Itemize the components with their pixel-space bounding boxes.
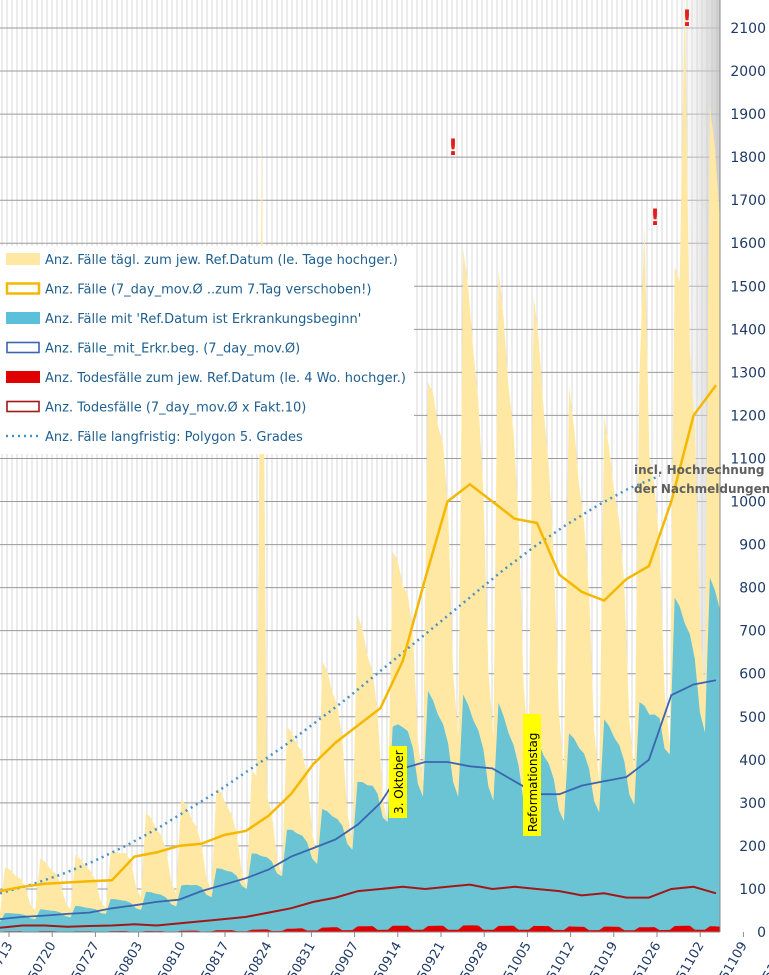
x-tick-label: 251116 [756, 940, 769, 975]
y-tick-label: 600 [739, 667, 766, 683]
legend-label: Anz. Todesfälle zum jew. Ref.Datum (le. … [45, 371, 406, 386]
trend-polynomial-line [0, 474, 661, 895]
projection-note-line1: incl. Hochrechnung [634, 463, 765, 477]
y-tick-label: 300 [739, 796, 766, 812]
legend-item-deaths: Anz. Todesfälle zum jew. Ref.Datum (le. … [6, 371, 406, 386]
y-tick-label: 0 [757, 925, 766, 941]
x-tick-label: 250921 [411, 940, 449, 975]
legend-item-onset_cases: Anz. Fälle mit 'Ref.Datum ist Erkrankung… [6, 312, 361, 327]
y-tick-label: 1700 [730, 193, 766, 209]
x-tick-label: 250810 [151, 940, 189, 975]
legend-item-onset_7d: Anz. Fälle_mit_Erkr.beg. (7_day_mov.Ø) [6, 341, 300, 357]
deaths-7day-line [0, 883, 717, 929]
legend-label: Anz. Fälle_mit_Erkr.beg. (7_day_mov.Ø) [45, 342, 300, 357]
cases-7day-line [0, 384, 718, 893]
x-tick-label: 250831 [281, 940, 319, 975]
x-axis: 250713 250720 250727 250803 250810 250817 2508… [0, 932, 769, 975]
x-tick-label: 251012 [540, 940, 578, 975]
legend-label: Anz. Fälle mit 'Ref.Datum ist Erkrankung… [45, 312, 361, 327]
legend-item-cases_7d: Anz. Fälle (7_day_mov.Ø ..zum 7.Tag vers… [5, 282, 371, 298]
x-tick-label: 251026 [627, 940, 665, 975]
y-tick-label: 2100 [730, 21, 766, 37]
exclamation-mark-3: ! [682, 7, 692, 32]
x-tick-label: 251102 [670, 940, 708, 975]
x-tick-label: 251109 [713, 940, 751, 975]
daily-cases-area [0, 0, 720, 932]
x-tick-label: 250914 [367, 940, 405, 975]
onset-cases-area [0, 577, 720, 932]
annotation-oct3: 3. Oktober [389, 746, 407, 818]
legend-item-deaths_7d: Anz. Todesfälle (7_day_mov.Ø x Fakt.10) [6, 400, 306, 416]
y-tick-label: 1400 [730, 322, 766, 338]
legend-swatch [6, 371, 40, 383]
y-tick-label: 1000 [730, 495, 766, 511]
y-tick-label: 500 [739, 710, 766, 726]
y-tick-label: 1500 [730, 279, 766, 295]
annotation-reformationstag: Reformationstag [523, 714, 541, 836]
x-tick-label: 250713 [0, 940, 16, 975]
y-tick-label: 400 [739, 753, 766, 769]
y-tick-label: 1200 [730, 408, 766, 424]
y-tick-label: 1600 [730, 236, 766, 252]
x-tick-label: 250727 [65, 940, 103, 975]
legend-label: Anz. Fälle tägl. zum jew. Ref.Datum (le.… [45, 253, 398, 268]
y-tick-label: 1900 [730, 107, 766, 123]
legend-swatch [6, 253, 40, 265]
y-tick-label: 900 [739, 538, 766, 554]
x-tick-label: 250817 [195, 940, 233, 975]
annotation-reformationstag-label: Reformationstag [526, 733, 540, 832]
legend-box [0, 246, 414, 454]
x-tick-label: 250928 [454, 940, 492, 975]
y-tick-label: 800 [739, 581, 766, 597]
legend-item-trend: Anz. Fälle langfristig: Polygon 5. Grade… [6, 430, 303, 445]
x-tick-label: 251005 [497, 940, 535, 975]
y-tick-label: 700 [739, 624, 766, 640]
x-tick-label: 250720 [22, 940, 60, 975]
legend-swatch [6, 400, 40, 413]
y-tick-label: 1300 [730, 365, 766, 381]
legend-label: Anz. Todesfälle (7_day_mov.Ø x Fakt.10) [45, 401, 306, 416]
legend-item-daily_cases: Anz. Fälle tägl. zum jew. Ref.Datum (le.… [6, 253, 398, 268]
x-tick-label: 251019 [583, 940, 621, 975]
y-axis: 0 100 200 300 400 500 600 700 800 900 1000 1100 1200… [730, 21, 766, 941]
legend-swatch [6, 341, 40, 354]
deaths-area [0, 925, 720, 932]
legend-label: Anz. Fälle langfristig: Polygon 5. Grade… [45, 430, 303, 445]
legend-swatch [6, 312, 40, 324]
legend-swatch [5, 282, 41, 295]
onset-7day-line [0, 679, 717, 920]
projection-note-line2: der Nachmeldungen [634, 482, 769, 496]
exclamation-mark-1: ! [448, 136, 458, 161]
y-tick-label: 1100 [730, 451, 766, 467]
y-tick-label: 100 [739, 882, 766, 898]
legend-label: Anz. Fälle (7_day_mov.Ø ..zum 7.Tag vers… [45, 283, 371, 298]
annotation-oct3-label: 3. Oktober [392, 750, 406, 814]
y-tick-label: 200 [739, 839, 766, 855]
exclamation-mark-2: ! [650, 206, 660, 231]
x-tick-label: 250824 [238, 940, 276, 975]
y-tick-label: 2000 [730, 64, 766, 80]
x-tick-label: 250907 [324, 940, 362, 975]
legend: Anz. Fälle tägl. zum jew. Ref.Datum (le.… [0, 246, 414, 454]
y-tick-label: 1800 [730, 150, 766, 166]
x-tick-label: 250803 [108, 940, 146, 975]
